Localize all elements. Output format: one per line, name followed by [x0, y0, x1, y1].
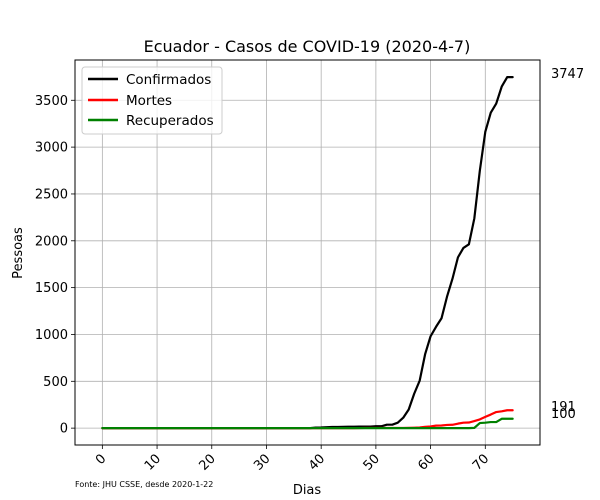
legend: Confirmados Mortes Recuperados — [81, 66, 223, 135]
y-tick-label: 500 — [43, 375, 68, 390]
source-note: Fonte: JHU CSSE, desde 2020-1-22 — [75, 480, 213, 489]
plot-frame — [74, 59, 541, 446]
y-tick-label: 1000 — [35, 328, 68, 343]
y-tick-label: 1500 — [35, 281, 68, 296]
end-label-mortes: 191 — [551, 400, 576, 415]
chart-title: Ecuador - Casos de COVID-19 (2020-4-7) — [144, 37, 471, 56]
legend-label-recuperados: Recuperados — [126, 113, 214, 129]
y-tick-label: 2000 — [35, 234, 68, 249]
y-tick-label: 3500 — [35, 94, 68, 109]
end-label-recuperados: 100 — [551, 407, 576, 422]
legend-label-confirmados: Confirmados — [126, 72, 211, 88]
end-label-confirmados: 3747 — [551, 67, 584, 82]
x-axis-label: Dias — [293, 483, 322, 498]
legend-label-mortes: Mortes — [126, 93, 172, 109]
y-tick-label: 0 — [60, 422, 68, 437]
series-lines — [101, 76, 514, 430]
series-line-confirmados — [101, 76, 514, 430]
legend-box — [81, 66, 223, 135]
y-tick-label: 2500 — [35, 187, 68, 202]
y-axis-label: Pessoas — [11, 227, 26, 279]
y-tick-label: 3000 — [35, 141, 68, 156]
series-line-recuperados — [101, 417, 514, 430]
y-axis-ticks: 0 500 1000 1500 2000 2500 3000 3500 — [35, 94, 75, 437]
